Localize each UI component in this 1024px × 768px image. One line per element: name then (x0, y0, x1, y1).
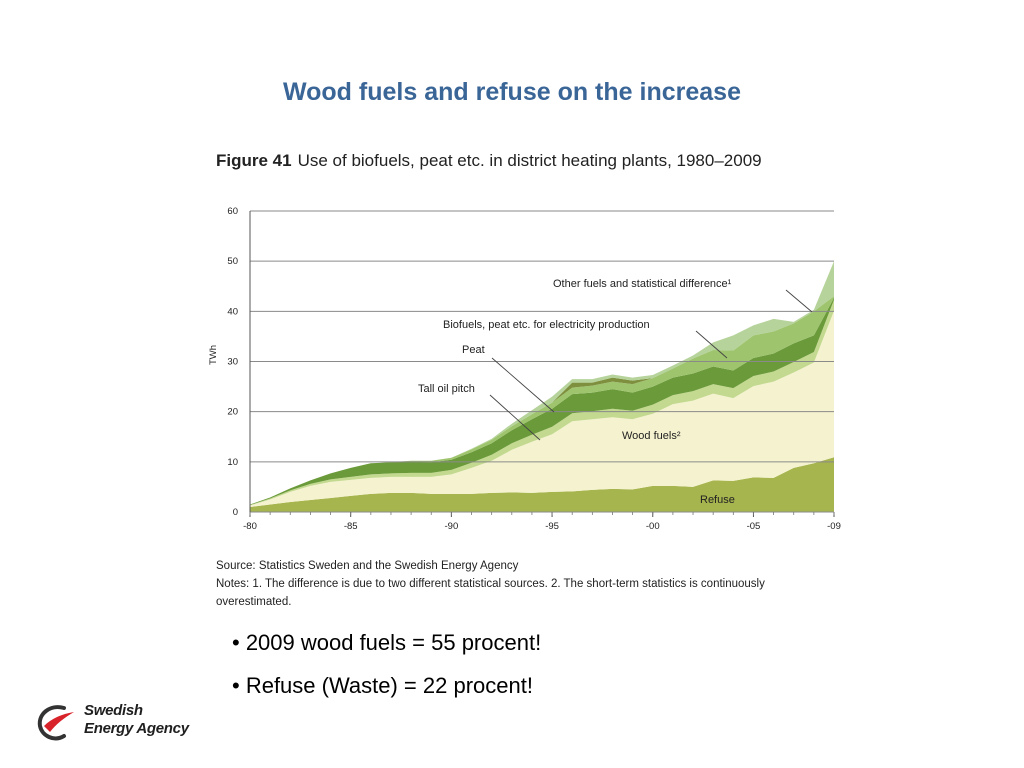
source-text: Source: Statistics Sweden and the Swedis… (216, 560, 519, 572)
annotation-leader (491, 357, 555, 413)
annotation-label: Other fuels and statistical difference¹ (553, 278, 732, 290)
area-series-1 (250, 310, 834, 507)
annotation-leader (785, 289, 813, 313)
figure-caption: Figure 41 Use of biofuels, peat etc. in d… (216, 151, 762, 171)
y-axis-label: TWh (208, 345, 219, 365)
area-series-3 (250, 297, 834, 505)
x-tick-label: -80 (243, 521, 257, 532)
y-tick-label: 10 (227, 457, 238, 468)
annotation-label: Biofuels, peat etc. for electricity prod… (443, 319, 650, 331)
bullet-list: • 2009 wood fuels = 55 procent! • Refuse… (232, 630, 541, 716)
annotation-label: Tall oil pitch (418, 383, 475, 395)
x-tick-label: -95 (545, 521, 559, 532)
bullet-item: • Refuse (Waste) = 22 procent! (232, 673, 533, 698)
annotation-label: Refuse (700, 494, 735, 506)
logo-text: Swedish Energy Agency (84, 702, 189, 738)
notes-text-line2: overestimated. (216, 596, 292, 608)
area-series-2 (250, 299, 834, 506)
x-tick-label: -90 (445, 521, 459, 532)
y-tick-label: 60 (227, 206, 238, 217)
y-tick-label: 0 (233, 507, 238, 518)
figure-title: Use of biofuels, peat etc. in district h… (297, 151, 762, 170)
x-tick-label: -00 (646, 521, 660, 532)
notes-text-line1: Notes: 1. The difference is due to two d… (216, 578, 765, 590)
x-tick-label: -85 (344, 521, 358, 532)
figure-notes: Source: Statistics Sweden and the Swedis… (216, 557, 846, 611)
agency-logo: Swedish Energy Agency (34, 700, 194, 744)
y-tick-label: 20 (227, 407, 238, 418)
figure-label: Figure 41 (216, 151, 292, 170)
annotation-leader (695, 330, 728, 359)
annotation-label: Peat (462, 344, 485, 356)
logo-line1: Swedish (84, 702, 143, 719)
slide-title: Wood fuels and refuse on the increase (283, 78, 741, 106)
y-tick-label: 50 (227, 256, 238, 267)
logo-line2: Energy Agency (84, 720, 189, 737)
x-tick-label: -05 (747, 521, 761, 532)
logo-swoosh-icon (37, 705, 74, 741)
area-chart: 0 10 20 30 40 50 60 -80 -85 -90 -95 -00 -05 -09 TWh Oth… (208, 206, 841, 532)
x-tick-label: -09 (827, 521, 841, 532)
annotation-leader (489, 394, 541, 441)
area-series-0 (250, 457, 834, 512)
bullet-item: • 2009 wood fuels = 55 procent! (232, 630, 542, 655)
y-tick-label: 40 (227, 306, 238, 317)
y-tick-label: 30 (227, 357, 238, 368)
annotation-label: Wood fuels² (622, 430, 681, 442)
